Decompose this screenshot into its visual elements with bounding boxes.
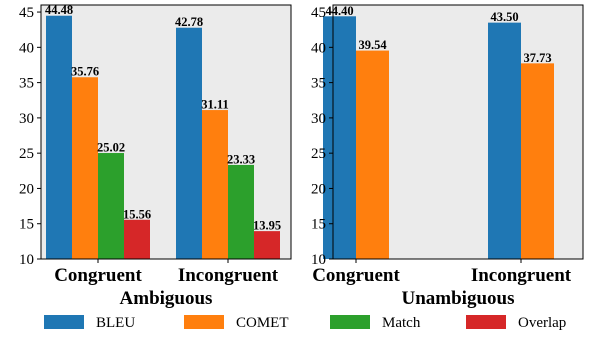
- data-label-comet-congruent: 39.54: [358, 38, 387, 52]
- y-tick-label: 20: [311, 181, 326, 197]
- bar-bleu-congruent: [46, 15, 72, 260]
- legend-swatch-match: [330, 315, 370, 329]
- y-tick-label: 30: [19, 111, 34, 127]
- legend-label-comet: COMET: [236, 315, 289, 331]
- x-tick-label-congruent: Congruent: [312, 265, 400, 286]
- x-tick-label-incongruent: Incongruent: [178, 265, 279, 286]
- data-label-overlap-congruent: 15.56: [123, 207, 151, 221]
- legend-label-match: Match: [382, 315, 421, 331]
- legend-swatch-overlap: [466, 315, 506, 329]
- legend-swatch-comet: [184, 315, 224, 329]
- data-label-bleu-incongruent: 43.50: [490, 10, 518, 24]
- y-tick-label: 45: [311, 5, 326, 21]
- bar-comet-incongruent: [521, 63, 554, 260]
- bar-bleu-congruent: [323, 16, 356, 259]
- data-label-bleu-incongruent: 42.78: [175, 15, 203, 29]
- bar-comet-incongruent: [202, 110, 228, 259]
- data-label-bleu-congruent: 44.48: [45, 3, 73, 17]
- data-label-bleu-congruent: 44.40: [325, 4, 353, 18]
- bar-comet-congruent: [356, 50, 389, 259]
- y-tick-label: 35: [19, 76, 34, 92]
- y-tick-label: 25: [19, 146, 34, 162]
- x-axis-label-1: Ambiguous: [120, 288, 213, 309]
- y-tick-label: 30: [311, 111, 326, 127]
- data-label-comet-incongruent: 37.73: [523, 51, 551, 65]
- bar-overlap-congruent: [124, 219, 150, 259]
- bar-match-incongruent: [228, 164, 254, 259]
- legend-label-overlap: Overlap: [518, 315, 566, 331]
- data-label-match-incongruent: 23.33: [227, 152, 255, 166]
- plot-frame-1: [40, 4, 292, 260]
- y-tick-label: 25: [311, 146, 326, 162]
- legend-label-bleu: BLEU: [96, 315, 135, 331]
- y-tick-label: 15: [19, 217, 34, 233]
- y-tick-label: 15: [311, 217, 326, 233]
- y-tick-label: 40: [19, 40, 34, 56]
- x-tick-label-incongruent: Incongruent: [471, 265, 572, 286]
- data-label-comet-incongruent: 31.11: [201, 98, 228, 112]
- legend-swatch-bleu: [44, 315, 84, 329]
- plot-frame-2: [332, 4, 584, 260]
- y-tick-label: 10: [19, 252, 34, 268]
- y-tick-label: 45: [19, 5, 34, 21]
- bar-comet-congruent: [72, 77, 98, 259]
- bar-match-congruent: [98, 153, 124, 259]
- y-tick-label: 10: [311, 252, 326, 268]
- data-label-overlap-incongruent: 13.95: [253, 219, 281, 233]
- bar-bleu-incongruent: [176, 27, 202, 260]
- bar-overlap-incongruent: [254, 231, 280, 259]
- x-axis-label-2: Unambiguous: [402, 288, 515, 309]
- bar-bleu-incongruent: [488, 22, 521, 260]
- y-tick-label: 20: [19, 181, 34, 197]
- data-label-comet-congruent: 35.76: [71, 65, 99, 79]
- y-tick-label: 35: [311, 76, 326, 92]
- x-tick-label-congruent: Congruent: [54, 265, 142, 286]
- data-label-match-congruent: 25.02: [97, 141, 125, 155]
- y-tick-label: 40: [311, 40, 326, 56]
